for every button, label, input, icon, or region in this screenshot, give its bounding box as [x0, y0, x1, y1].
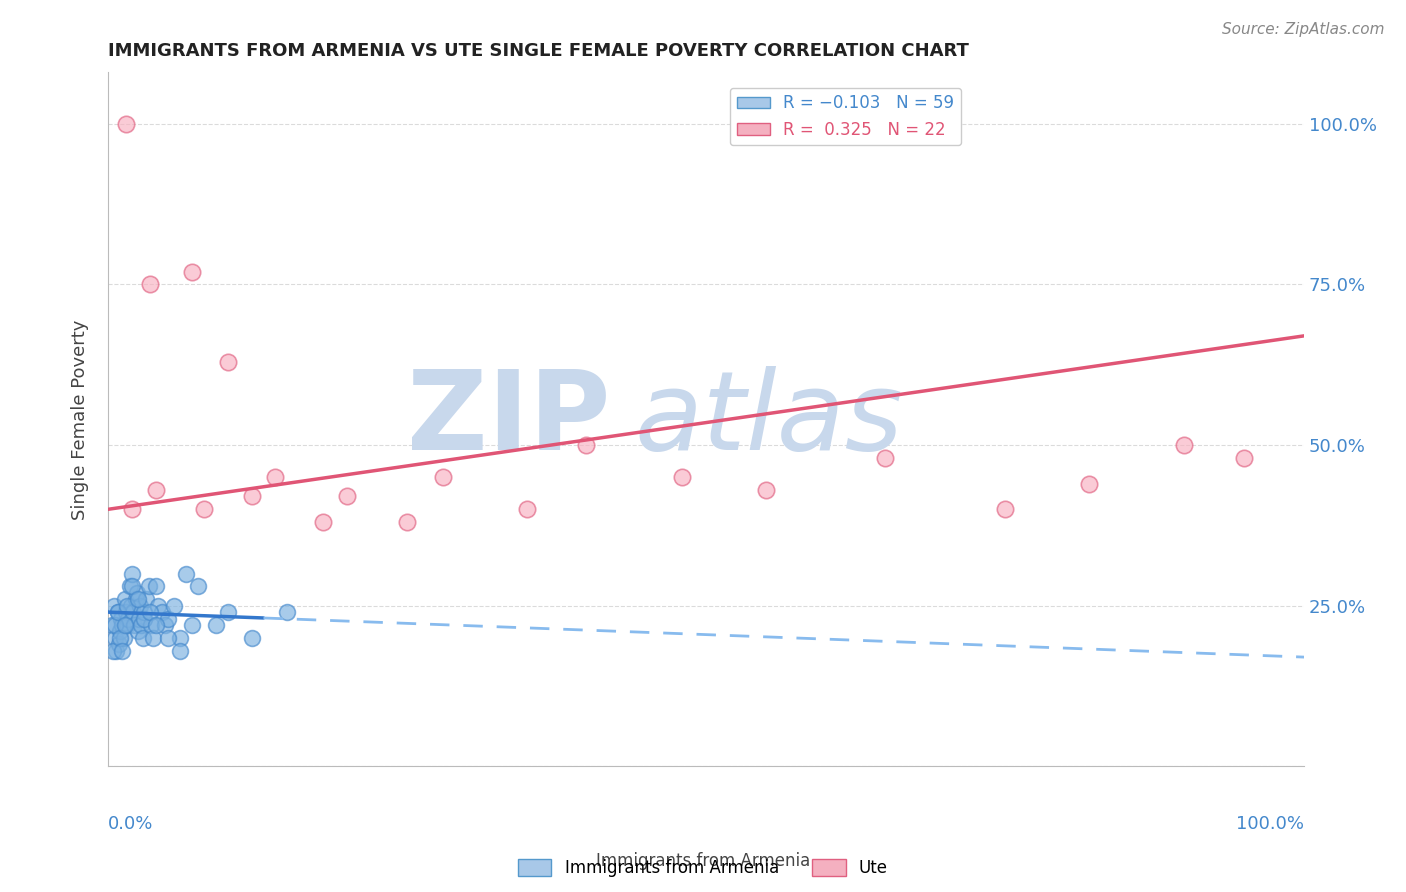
Point [193, 502, 215, 516]
Text: ZIP: ZIP [406, 366, 610, 473]
Point [1077, 476, 1099, 491]
Point [755, 483, 778, 497]
Point [125, 586, 148, 600]
Point [103, 599, 125, 613]
Point [105, 643, 128, 657]
Point [174, 566, 197, 581]
Y-axis label: Single Female Poverty: Single Female Poverty [72, 319, 89, 519]
Point [121, 579, 143, 593]
Point [240, 490, 263, 504]
Point [516, 502, 538, 516]
Point [156, 611, 179, 625]
Point [145, 618, 167, 632]
Point [264, 470, 287, 484]
Point [276, 605, 298, 619]
Point [148, 599, 170, 613]
Point [163, 599, 186, 613]
Point [111, 618, 134, 632]
Point [121, 566, 143, 581]
Point [107, 605, 129, 619]
Point [180, 264, 202, 278]
Point [111, 643, 134, 657]
Point [169, 631, 191, 645]
Text: 100.0%: 100.0% [1236, 815, 1305, 833]
Point [336, 490, 359, 504]
Point [155, 618, 177, 632]
Point [139, 618, 162, 632]
Point [121, 502, 143, 516]
Point [1233, 450, 1256, 465]
Point [180, 618, 202, 632]
Point [132, 611, 155, 625]
Point [108, 631, 131, 645]
Point [217, 605, 239, 619]
Point [104, 631, 127, 645]
Text: Source: ZipAtlas.com: Source: ZipAtlas.com [1222, 22, 1385, 37]
Point [432, 470, 454, 484]
Point [145, 579, 167, 593]
Point [131, 618, 153, 632]
Point [217, 354, 239, 368]
Point [1173, 438, 1195, 452]
Text: IMMIGRANTS FROM ARMENIA VS UTE SINGLE FEMALE POVERTY CORRELATION CHART: IMMIGRANTS FROM ARMENIA VS UTE SINGLE FE… [108, 42, 969, 60]
Point [127, 592, 149, 607]
Point [114, 618, 136, 632]
Point [169, 643, 191, 657]
Point [115, 618, 138, 632]
Point [122, 605, 145, 619]
Point [108, 624, 131, 639]
Point [104, 618, 127, 632]
Point [124, 618, 146, 632]
Point [139, 605, 162, 619]
Point [107, 605, 129, 619]
Point [145, 483, 167, 497]
Point [142, 631, 165, 645]
Point [204, 618, 226, 632]
Point [875, 450, 897, 465]
Point [107, 637, 129, 651]
Legend: Immigrants from Armenia, Ute: Immigrants from Armenia, Ute [512, 852, 894, 884]
Point [994, 502, 1017, 516]
Point [150, 605, 173, 619]
Point [240, 631, 263, 645]
Point [129, 599, 152, 613]
Point [395, 515, 418, 529]
Text: Immigrants from Armenia: Immigrants from Armenia [596, 852, 810, 870]
Point [156, 631, 179, 645]
Legend: R = −0.103   N = 59, R =  0.325   N = 22: R = −0.103 N = 59, R = 0.325 N = 22 [730, 87, 960, 145]
Point [114, 592, 136, 607]
Point [138, 579, 160, 593]
Point [312, 515, 335, 529]
Point [131, 631, 153, 645]
Point [100, 618, 122, 632]
Point [115, 117, 138, 131]
Point [124, 592, 146, 607]
Point [135, 592, 157, 607]
Point [117, 611, 139, 625]
Point [128, 611, 150, 625]
Point [575, 438, 598, 452]
Point [139, 277, 162, 292]
Point [112, 631, 135, 645]
Point [115, 605, 138, 619]
Text: atlas: atlas [634, 366, 903, 473]
Point [101, 643, 124, 657]
Point [115, 599, 138, 613]
Text: 0.0%: 0.0% [108, 815, 153, 833]
Point [110, 611, 132, 625]
Point [671, 470, 693, 484]
Point [127, 624, 149, 639]
Point [132, 605, 155, 619]
Point [187, 579, 209, 593]
Point [120, 599, 142, 613]
Point [118, 579, 141, 593]
